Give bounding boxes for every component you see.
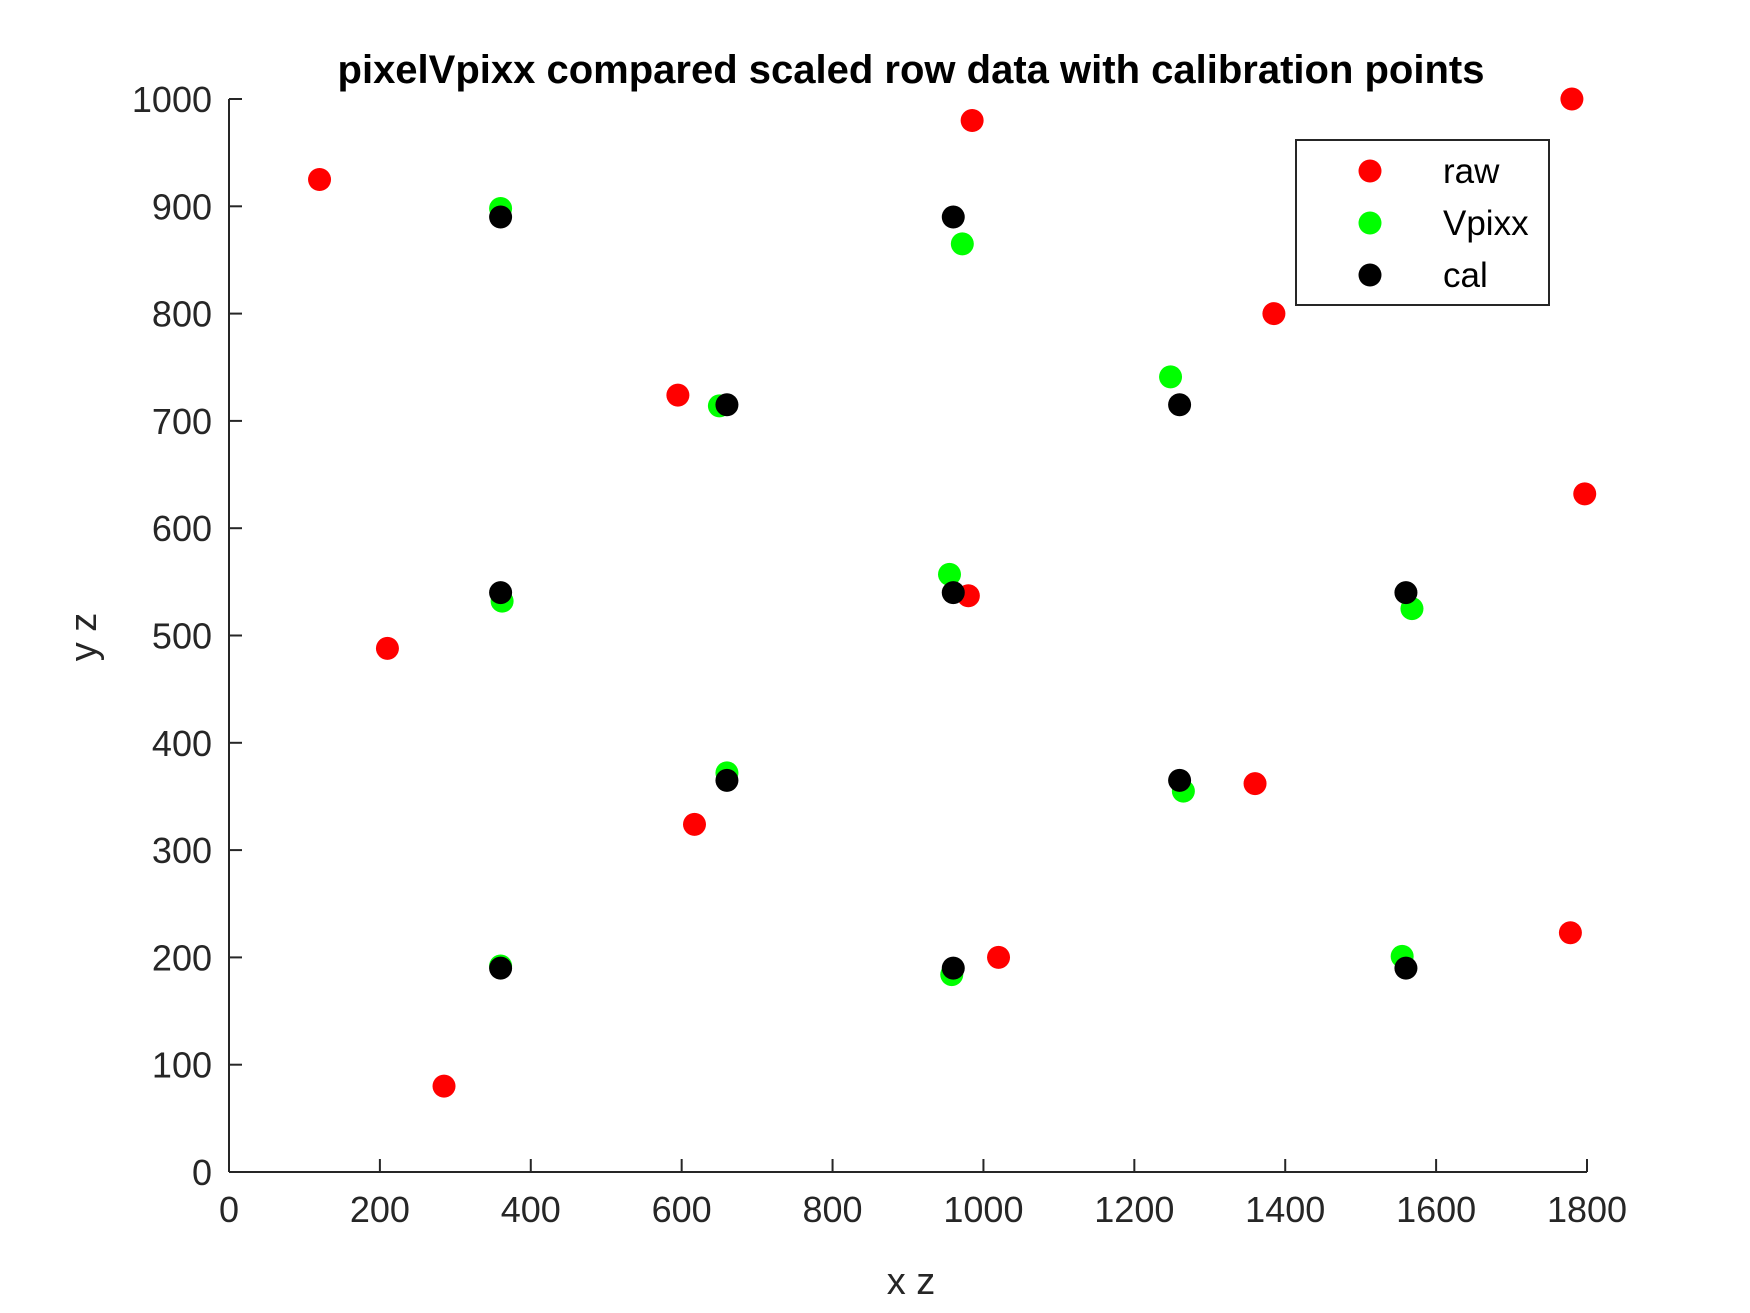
y-tick-label: 100 (152, 1045, 212, 1086)
data-point-cal (941, 581, 965, 605)
y-tick-label: 200 (152, 937, 212, 978)
x-tick-label: 400 (501, 1189, 561, 1230)
data-point-cal (941, 956, 965, 980)
x-tick-label: 1600 (1396, 1189, 1476, 1230)
y-tick-label: 800 (152, 294, 212, 335)
legend-marker-raw (1358, 159, 1382, 183)
x-tick-label: 200 (350, 1189, 410, 1230)
data-point-raw (960, 108, 984, 132)
data-point-raw (1262, 302, 1286, 326)
x-tick-label: 800 (803, 1189, 863, 1230)
data-point-raw (666, 383, 690, 407)
data-point-raw (1573, 482, 1597, 506)
data-point-cal (1394, 581, 1418, 605)
y-tick-label: 0 (192, 1152, 212, 1193)
y-tick-label: 900 (152, 186, 212, 227)
y-axis-label: y z (63, 613, 105, 662)
y-tick-label: 600 (152, 508, 212, 549)
y-tick-label: 1000 (132, 79, 212, 120)
y-tick-label: 400 (152, 723, 212, 764)
data-point-raw (1558, 921, 1582, 945)
data-point-cal (489, 205, 513, 229)
data-point-cal (1394, 956, 1418, 980)
legend-label-raw: raw (1443, 152, 1500, 191)
y-tick-label: 300 (152, 830, 212, 871)
data-point-cal (1168, 768, 1192, 792)
y-tick-label: 700 (152, 401, 212, 442)
data-point-raw (1560, 87, 1584, 111)
x-tick-label: 1200 (1094, 1189, 1174, 1230)
x-tick-label: 0 (219, 1189, 239, 1230)
data-point-raw (308, 167, 332, 191)
x-tick-label: 1000 (943, 1189, 1023, 1230)
legend-label-cal: cal (1443, 256, 1488, 295)
data-point-cal (715, 393, 739, 417)
data-point-vpixx (937, 562, 961, 586)
x-axis-label: x z (887, 1261, 936, 1303)
data-point-vpixx (1159, 365, 1183, 389)
legend-box (1295, 139, 1550, 306)
chart-title: pixelVpixx compared scaled row data with… (338, 48, 1485, 92)
data-point-raw (682, 812, 706, 836)
data-point-raw (1243, 772, 1267, 796)
legend-label-vpixx: Vpixx (1443, 204, 1529, 243)
data-point-raw (987, 945, 1011, 969)
plot-axes: 0 200 400 600 800 1000 1200 1400 1600 1800 0 100 200… (132, 79, 1627, 1230)
data-point-cal (1168, 393, 1192, 417)
data-point-cal (489, 956, 513, 980)
series-raw (308, 87, 1597, 1098)
data-point-raw (375, 636, 399, 660)
x-tick-label: 1400 (1245, 1189, 1325, 1230)
data-point-cal (941, 205, 965, 229)
y-tick-label: 500 (152, 616, 212, 657)
x-tick-label: 600 (652, 1189, 712, 1230)
legend-marker-vpixx (1358, 211, 1382, 235)
data-point-cal (489, 581, 513, 605)
legend: raw Vpixx cal (1295, 139, 1550, 306)
x-tick-label: 1800 (1547, 1189, 1627, 1230)
data-point-vpixx (950, 232, 974, 256)
data-point-raw (432, 1074, 456, 1098)
data-points (308, 87, 1597, 1098)
data-point-cal (715, 768, 739, 792)
series-cal (489, 205, 1418, 980)
legend-marker-cal (1358, 263, 1382, 287)
